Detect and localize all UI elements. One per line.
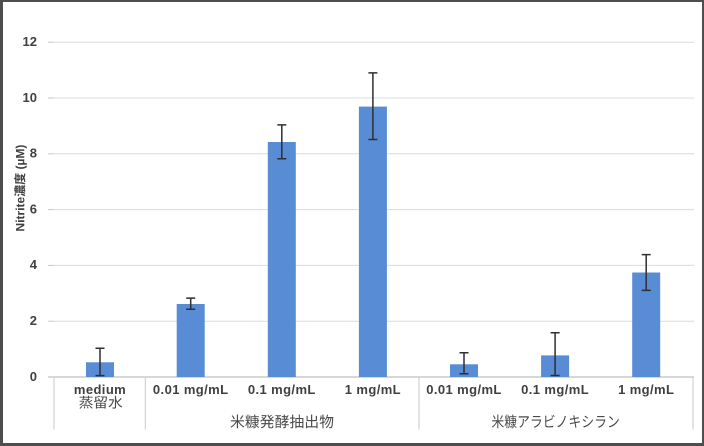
svg-text:0.01 mg/mL: 0.01 mg/mL [426,382,502,397]
svg-text:1 mg/mL: 1 mg/mL [618,382,674,397]
svg-text:10: 10 [23,90,37,105]
svg-text:4: 4 [30,257,38,272]
svg-text:medium: medium [74,382,126,397]
svg-text:1 mg/mL: 1 mg/mL [345,382,401,397]
svg-text:0.1 mg/mL: 0.1 mg/mL [248,382,316,397]
svg-text:12: 12 [23,34,37,49]
svg-text:6: 6 [30,201,37,216]
svg-text:0.1 mg/mL: 0.1 mg/mL [521,382,589,397]
svg-text:0.01 mg/mL: 0.01 mg/mL [153,382,229,397]
svg-text:0: 0 [30,369,37,384]
svg-text:2: 2 [30,313,37,328]
svg-text:8: 8 [30,146,37,161]
